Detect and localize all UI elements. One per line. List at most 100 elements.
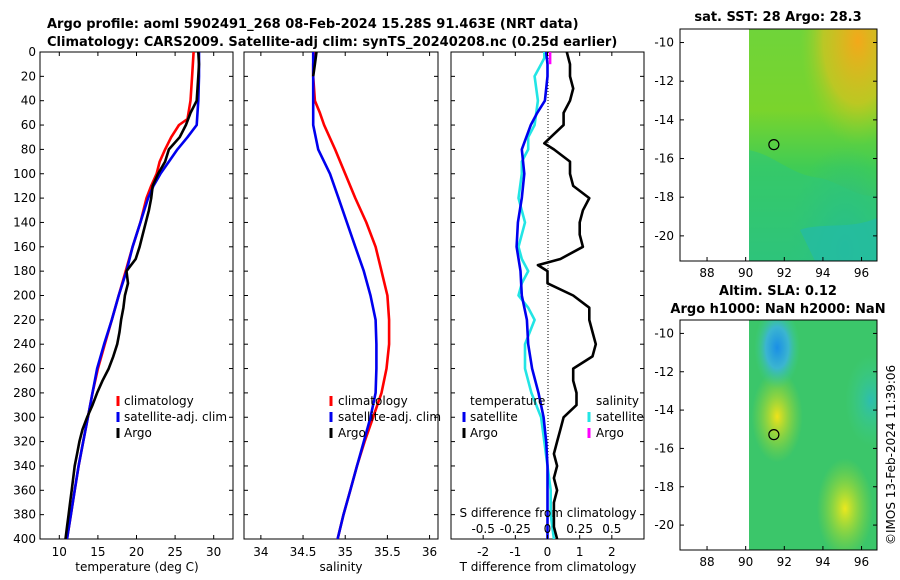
legend-title-temperature: temperature <box>470 394 545 408</box>
map-x-tick-label: 94 <box>815 266 830 280</box>
difference-x2-axis: -0.5 -0.25 0 0.25 0.5 <box>471 522 621 536</box>
series-argo <box>64 52 201 539</box>
legend-label-argo: Argo <box>338 426 366 440</box>
series-t-argo <box>536 52 598 539</box>
x-tick-label: 0 <box>544 545 552 559</box>
depth-tick-label: 400 <box>13 532 36 546</box>
depth-tick-label: 100 <box>13 167 36 181</box>
depth-tick-label: 320 <box>13 435 36 449</box>
series-satellite-adj-clim <box>311 52 378 539</box>
salinity-xlabel: salinity <box>319 560 362 574</box>
legend-label-satellite: satellite-adj. clim <box>338 410 441 424</box>
salinity-panel <box>243 51 439 540</box>
sst-map-title: sat. SST: 28 Argo: 28.3 <box>694 10 861 25</box>
salinity-x-axis: 34 34.5 35 35.5 36 <box>253 52 437 559</box>
depth-tick-label: 200 <box>13 289 36 303</box>
depth-tick-label: 380 <box>13 508 36 522</box>
legend-label-satellite: satellite-adj. clim <box>124 410 227 424</box>
series-s-satellite <box>515 52 549 539</box>
map-x-tick-label: 88 <box>699 266 714 280</box>
argo-location-marker <box>768 429 780 441</box>
sla-map-title-line2: Argo h1000: NaN h2000: NaN <box>670 302 885 317</box>
map-y-tick-label: -18 <box>654 190 674 204</box>
depth-tick-label: 80 <box>21 142 36 156</box>
depth-axis: 0 20 40 60 80 100 120 140 160 180 200 220 240 260 280 3… <box>13 45 644 546</box>
legend-title-salinity: salinity <box>596 394 639 408</box>
map-y-tick-label: -12 <box>654 74 674 88</box>
difference-legend: temperature satellite Argo salinity sate… <box>462 394 644 440</box>
x-tick-label: -2 <box>477 545 489 559</box>
map-y-tick-label: -12 <box>654 365 674 379</box>
map-y-tick-label: -20 <box>654 518 674 532</box>
sst-map-axes: 88 90 92 94 96 -10 -12 -14 -16 -18 -20 <box>654 36 877 280</box>
difference-series <box>515 52 598 539</box>
series-satellite-adj-clim <box>65 52 201 539</box>
map-y-tick-label: -14 <box>654 403 674 417</box>
figure-title-line2: Climatology: CARS2009. Satellite-adj cli… <box>47 35 617 50</box>
temperature-legend: climatology satellite-adj. clim Argo <box>116 394 227 440</box>
figure-title-line1: Argo profile: aoml 5902491_268 08-Feb-20… <box>47 17 579 32</box>
depth-tick-label: 60 <box>21 118 36 132</box>
legend-label-climatology: climatology <box>124 394 194 408</box>
x-tick-label: 36 <box>422 545 437 559</box>
sla-map-axes: 88 90 92 94 96 -10 -12 -14 -16 -18 -20 <box>654 326 877 569</box>
depth-tick-label: 180 <box>13 264 36 278</box>
sla-map-frame <box>679 319 878 551</box>
x-tick-label: -1 <box>509 545 521 559</box>
depth-tick-label: 160 <box>13 240 36 254</box>
map-y-tick-label: -14 <box>654 113 674 127</box>
x2-tick-label: 0.5 <box>602 522 621 536</box>
temperature-x-axis: 10 15 20 25 30 <box>52 52 221 559</box>
x-tick-label: 34.5 <box>290 545 317 559</box>
x-tick-label: 2 <box>608 545 616 559</box>
map-y-tick-label: -20 <box>654 229 674 243</box>
x-tick-label: 35 <box>338 545 353 559</box>
salinity-legend: climatology satellite-adj. clim Argo <box>329 394 441 440</box>
map-y-tick-label: -10 <box>654 326 674 340</box>
map-x-tick-label: 96 <box>854 266 869 280</box>
map-x-tick-label: 92 <box>777 555 792 569</box>
map-x-tick-label: 88 <box>699 555 714 569</box>
x2-tick-label: -0.5 <box>471 522 494 536</box>
difference-xlabel: T difference from climatology <box>459 560 637 574</box>
x2-tick-label: 0.25 <box>566 522 593 536</box>
map-x-tick-label: 96 <box>854 555 869 569</box>
x-tick-label: 10 <box>52 545 67 559</box>
depth-tick-label: 40 <box>21 94 36 108</box>
legend-label-climatology: climatology <box>338 394 408 408</box>
temperature-panel <box>39 51 234 540</box>
depth-tick-label: 340 <box>13 459 36 473</box>
map-y-tick-label: -16 <box>654 152 674 166</box>
depth-tick-label: 120 <box>13 191 36 205</box>
map-x-tick-label: 92 <box>777 266 792 280</box>
depth-tick-label: 260 <box>13 362 36 376</box>
depth-tick-label: 20 <box>21 69 36 83</box>
temperature-xlabel: temperature (deg C) <box>75 560 198 574</box>
sla-map <box>680 320 877 550</box>
sst-map <box>680 29 877 261</box>
imos-timestamp: ©IMOS 13-Feb-2024 11:39:06 <box>884 365 898 545</box>
salinity-series <box>311 52 391 539</box>
depth-tick-label: 280 <box>13 386 36 400</box>
legend-label-t-argo: Argo <box>470 426 498 440</box>
depth-tick-label: 0 <box>28 45 36 59</box>
map-x-tick-label: 90 <box>738 555 753 569</box>
depth-tick-label: 140 <box>13 215 36 229</box>
x-tick-label: 35.5 <box>374 545 401 559</box>
x-tick-label: 1 <box>576 545 584 559</box>
map-y-tick-label: -18 <box>654 480 674 494</box>
sla-map-title-line1: Altim. SLA: 0.12 <box>719 284 837 299</box>
legend-label-argo: Argo <box>124 426 152 440</box>
legend-label-s-satellite: satellite <box>596 410 644 424</box>
x-tick-label: 25 <box>167 545 182 559</box>
legend-label-t-satellite: satellite <box>470 410 518 424</box>
legend-label-s-argo: Argo <box>596 426 624 440</box>
x-tick-label: 30 <box>206 545 221 559</box>
map-y-tick-label: -16 <box>654 441 674 455</box>
depth-tick-label: 220 <box>13 313 36 327</box>
map-y-tick-label: -10 <box>654 36 674 50</box>
map-x-tick-label: 94 <box>815 555 830 569</box>
map-x-tick-label: 90 <box>738 266 753 280</box>
difference-x-axis: -2 -1 0 1 2 <box>477 52 616 559</box>
